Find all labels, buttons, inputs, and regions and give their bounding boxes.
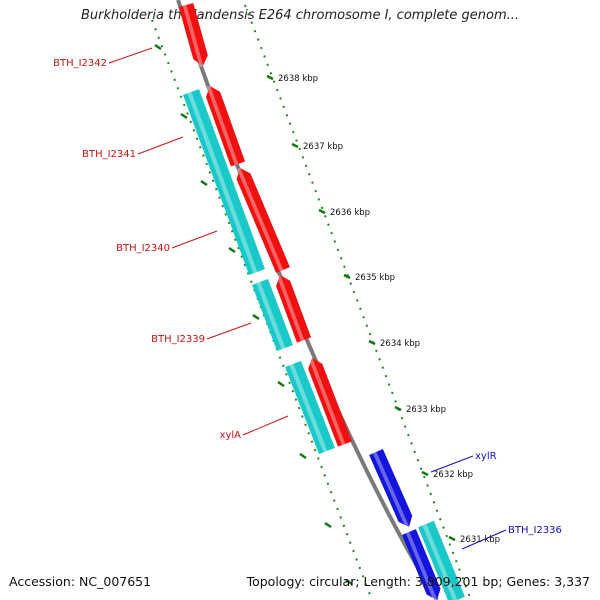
cds-bth-i2341-2340 (183, 89, 265, 275)
topology-value: circular (309, 574, 356, 589)
cds-bth-i2336 (418, 520, 465, 600)
gene-leader-line (108, 47, 153, 64)
gene-bth-i2339-shine (276, 274, 305, 342)
cds-bth-i2336-fill (418, 520, 465, 600)
topology-line: Topology: circular; Length: 3,809,201 bp… (246, 574, 590, 589)
kbp-tick-mark (343, 273, 351, 280)
gene-leader-line (461, 529, 507, 550)
gene-label: BTH_I2342 (53, 58, 107, 69)
cds-bth-i2341-2340-fill (183, 89, 265, 275)
cds-xyla-fill (285, 360, 335, 455)
gene-leader-line (206, 322, 252, 340)
kbp-tick-mark (291, 142, 299, 149)
gene-bth-i2341-fill (205, 86, 246, 167)
kbp-tick-label: 2633 kbp (406, 405, 446, 415)
ruler-dash (154, 43, 162, 51)
gene-leader-line (171, 230, 218, 249)
gene-label: BTH_I2339 (151, 334, 205, 345)
cds-bth-i2336-shine (422, 523, 458, 600)
topology-label: Topology: (246, 574, 306, 589)
kbp-tick-label: 2631 kbp (460, 535, 500, 545)
ruler-dash (277, 380, 285, 388)
kbp-tick-label: 2632 kbp (433, 470, 473, 480)
accession-value: NC_007651 (79, 574, 152, 589)
length-value: 3,809,201 bp (414, 574, 499, 589)
gene-label: BTH_I2336 (508, 525, 562, 536)
gene-bth-i2341 (205, 85, 246, 167)
gene-bth-i2342-fill (178, 2, 208, 66)
gene-bth-i2336-shine (405, 531, 438, 600)
cds-bth-i2339-shine (256, 281, 286, 350)
kbp-tick-mark (448, 535, 456, 542)
cds-xyla-shine (289, 363, 328, 453)
ruler-dash (252, 313, 260, 321)
gene-xyla (308, 357, 353, 447)
gene-leader-line (137, 136, 184, 155)
ruler-dash (180, 112, 188, 120)
gene-bth-i2340-fill (236, 168, 290, 273)
gene-leader-line (430, 455, 474, 473)
kbp-tick-label: 2637 kbp (303, 142, 343, 152)
accession-line: Accession: NC_007651 (9, 574, 151, 589)
gene-bth-i2339 (276, 274, 312, 343)
ruler-dash (345, 578, 353, 586)
gene-xylr-shine (372, 451, 410, 529)
ruler-layer (151, 4, 472, 600)
gene-bth-i2336 (402, 529, 441, 600)
gene-xyla-shine (308, 357, 346, 446)
gene-label: xylA (220, 430, 242, 441)
ruler-dash (299, 452, 307, 460)
length-label: Length: (363, 574, 411, 589)
kbp-tick-label: 2634 kbp (380, 339, 420, 349)
kbp-tick-label: 2635 kbp (355, 273, 395, 283)
kbp-tick-mark (266, 74, 274, 81)
ruler-dash (200, 179, 208, 187)
gene-bth-i2340 (236, 167, 290, 273)
cds-bth-i2339-fill (252, 278, 293, 352)
cds-bth-i2339 (252, 278, 293, 352)
gene-bth-i2342-shine (182, 4, 204, 67)
gene-bth-i2341-shine (206, 85, 239, 166)
kbp-tick-mark (421, 470, 429, 477)
gene-label: xylR (475, 451, 497, 462)
kbp-tick-mark (394, 405, 402, 412)
genes-label: Genes: (506, 574, 551, 589)
genes-value: 3,337 (554, 574, 590, 589)
gene-bth-i2339-fill (276, 275, 312, 343)
kbp-tick-label: 2636 kbp (330, 208, 370, 218)
gene-xylr (369, 448, 413, 529)
kbp-ticks: 2638 kbp 2637 kbp 2636 kbp 2635 kbp 2634 kbp… (266, 74, 500, 545)
kbp-tick-mark (368, 339, 376, 346)
gene-xylr-fill (369, 448, 413, 527)
gene-bth-i2336-fill (402, 529, 441, 600)
outer-ruler-right (244, 4, 472, 600)
accession-label: Accession: (9, 574, 76, 589)
kbp-tick-mark (318, 208, 326, 215)
ruler-dash (324, 521, 332, 529)
gene-leader-line (242, 415, 289, 436)
gene-bth-i2342 (178, 2, 208, 67)
gene-layer (178, 2, 441, 600)
gene-label: BTH_I2340 (116, 243, 170, 254)
kbp-tick-label: 2638 kbp (278, 74, 318, 84)
gene-bth-i2340-shine (236, 167, 284, 272)
cds-xyla (285, 360, 335, 455)
gene-labels: BTH_I2342 BTH_I2341 BTH_I2340 BTH_I2339 xylA… (53, 47, 562, 550)
ruler-dash (228, 246, 236, 254)
cds-bth-i2341-2340-shine (187, 91, 258, 274)
gene-xyla-fill (308, 358, 353, 447)
cds-layer (183, 89, 465, 600)
gene-label: BTH_I2341 (82, 149, 136, 160)
